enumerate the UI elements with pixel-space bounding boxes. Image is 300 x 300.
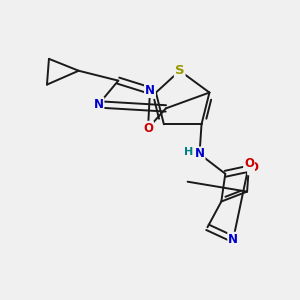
- Text: N: N: [94, 98, 103, 111]
- Text: H: H: [184, 147, 193, 157]
- Text: S: S: [175, 64, 184, 77]
- Text: N: N: [194, 148, 205, 160]
- Text: O: O: [248, 161, 258, 174]
- Text: N: N: [228, 233, 238, 246]
- Text: O: O: [143, 122, 153, 135]
- Text: N: N: [145, 84, 155, 97]
- Text: O: O: [244, 158, 254, 170]
